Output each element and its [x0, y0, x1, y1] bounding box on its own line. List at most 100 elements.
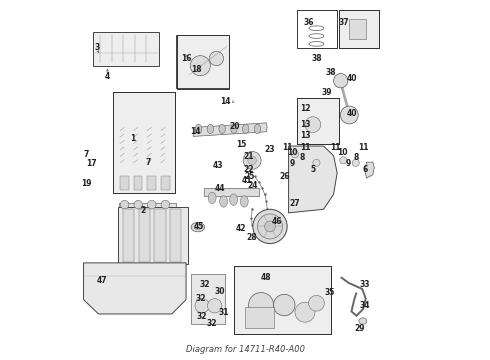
Text: 9: 9	[346, 159, 351, 168]
Text: 6: 6	[362, 165, 368, 174]
Text: 21: 21	[244, 152, 254, 161]
Text: 32: 32	[200, 280, 210, 289]
Bar	[154, 209, 166, 262]
Text: 11: 11	[330, 143, 340, 152]
Text: 33: 33	[360, 280, 370, 289]
Text: 35: 35	[325, 288, 335, 297]
Text: 29: 29	[354, 324, 365, 333]
Bar	[177, 35, 229, 89]
Bar	[120, 176, 129, 190]
Bar	[93, 32, 159, 66]
Bar	[297, 98, 339, 144]
Text: 11: 11	[282, 143, 293, 152]
Text: 24: 24	[247, 181, 257, 190]
Circle shape	[248, 293, 273, 318]
Bar	[234, 266, 331, 334]
Circle shape	[248, 156, 256, 165]
Text: 44: 44	[215, 184, 225, 193]
Text: 18: 18	[192, 65, 202, 74]
Text: 15: 15	[236, 140, 246, 149]
Circle shape	[340, 157, 347, 164]
Bar	[348, 19, 367, 39]
Text: 8: 8	[353, 153, 358, 162]
Circle shape	[209, 51, 223, 66]
Text: 14: 14	[220, 97, 231, 106]
Ellipse shape	[359, 318, 367, 324]
Text: 3: 3	[94, 43, 99, 52]
Ellipse shape	[191, 222, 205, 232]
Text: 1: 1	[130, 134, 135, 143]
Text: 19: 19	[81, 179, 91, 188]
Bar	[339, 10, 379, 48]
Text: 12: 12	[300, 104, 310, 113]
Text: 23: 23	[264, 145, 274, 154]
Circle shape	[147, 201, 156, 209]
Text: 42: 42	[236, 224, 246, 233]
Bar	[204, 188, 259, 196]
Text: 10: 10	[287, 148, 297, 157]
Text: 11: 11	[300, 143, 310, 152]
Bar	[339, 10, 379, 48]
Text: 9: 9	[290, 159, 295, 168]
Text: 39: 39	[321, 88, 332, 97]
Text: 7: 7	[146, 158, 151, 167]
Bar	[118, 207, 188, 264]
Ellipse shape	[243, 124, 249, 134]
Ellipse shape	[194, 225, 202, 230]
Circle shape	[309, 296, 324, 311]
Circle shape	[207, 298, 222, 313]
Text: Diagram for 14711-R40-A00: Diagram for 14711-R40-A00	[186, 345, 304, 354]
Text: 40: 40	[347, 109, 357, 118]
Text: 31: 31	[219, 309, 229, 318]
Bar	[297, 10, 337, 48]
Text: 13: 13	[300, 120, 310, 129]
Ellipse shape	[254, 124, 261, 134]
Text: 5: 5	[310, 165, 316, 174]
Text: 26: 26	[279, 172, 290, 181]
Text: 32: 32	[196, 312, 207, 321]
Text: 37: 37	[339, 18, 350, 27]
Text: 47: 47	[97, 275, 107, 284]
Circle shape	[305, 117, 321, 132]
Ellipse shape	[230, 194, 238, 205]
Bar	[113, 93, 175, 193]
Text: 48: 48	[260, 273, 271, 282]
Text: 14: 14	[190, 127, 200, 136]
Bar	[134, 176, 143, 190]
Text: 34: 34	[360, 301, 370, 310]
Text: 46: 46	[272, 217, 282, 226]
Text: 11: 11	[358, 143, 369, 152]
Text: 10: 10	[337, 148, 347, 157]
Text: 13: 13	[300, 131, 310, 140]
Bar	[297, 98, 339, 144]
Text: 25: 25	[245, 172, 255, 181]
Text: 20: 20	[229, 122, 240, 131]
Circle shape	[313, 159, 320, 166]
Text: 16: 16	[181, 54, 191, 63]
Ellipse shape	[207, 124, 214, 134]
Polygon shape	[193, 123, 267, 136]
Circle shape	[352, 159, 359, 166]
Text: 7: 7	[83, 150, 89, 159]
Ellipse shape	[196, 124, 202, 134]
Text: 38: 38	[325, 68, 336, 77]
Text: 45: 45	[194, 222, 204, 231]
Text: 41: 41	[242, 176, 252, 185]
Circle shape	[253, 209, 287, 244]
Text: 8: 8	[299, 153, 305, 162]
Bar	[113, 93, 175, 193]
Polygon shape	[83, 263, 186, 314]
Circle shape	[121, 201, 129, 209]
Circle shape	[195, 298, 209, 313]
Bar	[234, 266, 331, 334]
Bar	[191, 274, 224, 324]
Bar	[161, 176, 170, 190]
Bar	[170, 209, 181, 262]
Text: 40: 40	[347, 74, 357, 83]
Text: 17: 17	[86, 159, 97, 168]
Bar	[147, 176, 156, 190]
Text: 38: 38	[311, 54, 322, 63]
Text: 27: 27	[290, 199, 300, 208]
Circle shape	[161, 201, 170, 209]
Circle shape	[341, 106, 358, 124]
